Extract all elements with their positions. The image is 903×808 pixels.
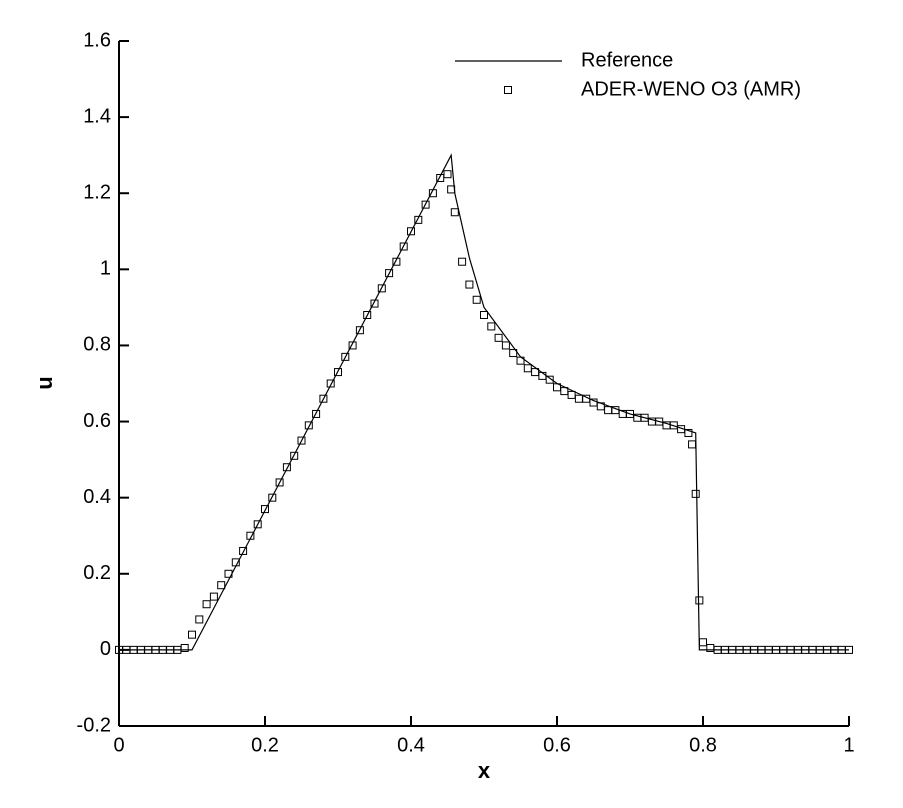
data-point [275,478,284,487]
data-point [253,520,262,529]
data-point [604,406,613,415]
data-point [282,463,291,472]
y-tick-label: 1.6 [83,29,111,51]
data-point [443,170,452,179]
data-point [334,368,342,377]
y-tick-label: 1.2 [83,182,111,204]
data-point [684,428,693,437]
x-tick-label: 0.6 [543,734,571,756]
data-point [217,581,226,590]
data-point [239,546,248,555]
data-point [312,409,321,418]
data-point [516,356,525,365]
data-point [355,326,364,335]
y-tick-label: 1 [100,258,111,280]
data-point [574,394,583,403]
legend-label: Reference [581,49,673,71]
data-point [845,645,853,654]
data-point [290,451,299,460]
data-point [261,505,269,514]
data-point [545,375,554,384]
x-axis-label: x [478,758,491,783]
data-point [195,615,204,624]
data-point [385,269,394,278]
y-tick-label: 1.4 [83,105,111,127]
data-point [447,185,456,194]
x-tick-label: 0.2 [251,734,279,756]
y-tick-label: 0 [100,638,111,660]
data-point [458,257,467,266]
data-point [224,569,233,578]
data-point [695,596,704,605]
data-point [421,200,430,209]
data-point [209,592,218,601]
data-point [699,638,707,647]
data-point [377,284,386,293]
x-tick-label: 1 [843,734,854,756]
y-tick-label: 0.4 [83,486,111,508]
data-point [341,352,350,361]
reference-line [119,153,849,651]
y-tick-label: -0.2 [77,714,111,736]
data-point [180,643,189,652]
data-point [523,364,532,373]
data-point [450,208,459,217]
legend-marker [504,86,512,94]
data-point [246,531,255,540]
data-point [297,436,306,445]
x-tick-label: 0.4 [397,734,425,756]
data-point [567,390,576,399]
x-tick-label: 0.8 [689,734,717,756]
data-point [691,489,700,498]
data-point [414,215,423,224]
data-point [509,349,518,358]
y-tick-label: 0.6 [83,410,111,432]
data-point [392,257,401,266]
data-point [348,341,357,350]
data-point [688,440,697,449]
data-point [399,242,408,251]
data-point [231,558,240,567]
legend-label: ADER-WENO O3 (AMR) [581,78,801,100]
x-tick-label: 0 [113,734,124,756]
data-point [188,630,196,639]
y-tick-label: 0.2 [83,562,111,584]
data-point [501,341,510,350]
data-point [480,311,488,319]
data-point [304,421,313,430]
data-point [407,227,415,236]
data-point [268,493,277,502]
data-point [202,600,211,609]
data-point [487,322,496,331]
data-point [494,333,503,342]
y-tick-label: 0.8 [83,334,111,356]
data-point [370,299,379,308]
data-point [363,311,372,319]
data-point [319,394,328,403]
data-point [428,189,437,198]
data-point [326,379,335,388]
data-point [472,295,481,304]
data-point [465,280,474,289]
y-axis-label: u [32,376,57,389]
